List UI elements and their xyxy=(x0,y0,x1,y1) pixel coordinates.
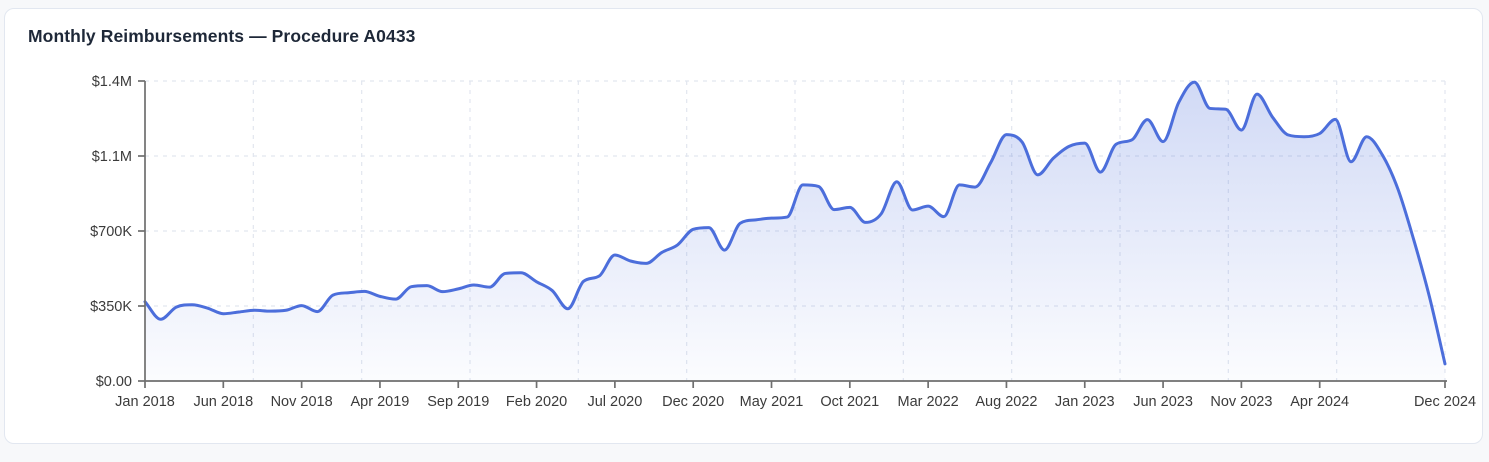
y-axis-label: $350K xyxy=(90,299,132,315)
x-axis-label: May 2021 xyxy=(740,394,804,410)
x-axis-label: Feb 2020 xyxy=(506,394,567,410)
y-axis-label: $1.4M xyxy=(92,74,132,90)
x-axis-label: Nov 2018 xyxy=(271,394,333,410)
x-axis-label: Dec 2020 xyxy=(662,394,724,410)
y-axis-label: $1.1M xyxy=(92,149,132,165)
x-axis-label: Apr 2024 xyxy=(1290,394,1349,410)
y-axis-label: $0.00 xyxy=(96,374,132,390)
x-axis-label: Oct 2021 xyxy=(820,394,879,410)
y-axis-label: $700K xyxy=(90,224,132,240)
series-line xyxy=(143,80,1447,366)
x-axis-label: Apr 2019 xyxy=(351,394,410,410)
x-axis-label: Sep 2019 xyxy=(427,394,489,410)
x-axis-label: Aug 2022 xyxy=(975,394,1037,410)
x-axis-label: Jun 2023 xyxy=(1133,394,1193,410)
x-axis-label: Mar 2022 xyxy=(897,394,958,410)
x-axis-label: Dec 2024 xyxy=(1414,394,1476,410)
x-axis-label: Jan 2023 xyxy=(1055,394,1115,410)
series-area xyxy=(145,82,1445,382)
x-axis-label: Jun 2018 xyxy=(193,394,253,410)
chart-title: Monthly Reimbursements — Procedure A0433 xyxy=(28,26,416,46)
x-axis-label: Jan 2018 xyxy=(115,394,175,410)
x-axis-label: Nov 2023 xyxy=(1210,394,1272,410)
x-axis-label: Jul 2020 xyxy=(587,394,642,410)
